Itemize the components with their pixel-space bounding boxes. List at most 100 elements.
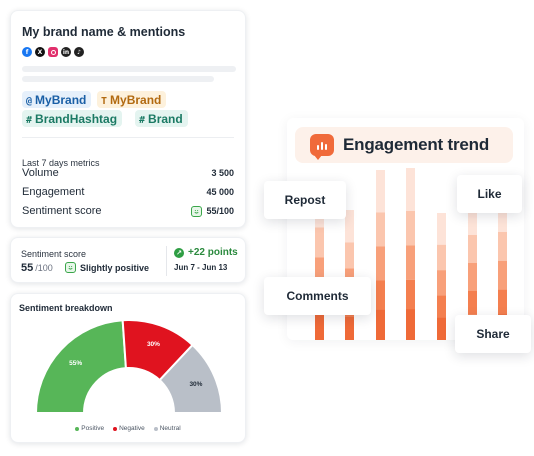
bar-segment: [406, 279, 415, 310]
sentiment-label: Slightly positive: [80, 262, 150, 273]
tag-repost: Repost: [264, 181, 346, 219]
bar-segment: [406, 309, 415, 340]
bar-segment: [498, 260, 507, 290]
engagement-bar: [437, 213, 446, 340]
smile-icon: [65, 262, 76, 273]
bar-cap: [437, 213, 446, 217]
metric-label: Volume: [22, 167, 59, 179]
keyword-chip[interactable]: # Brand: [135, 110, 188, 127]
bar-segment: [345, 242, 354, 269]
engagement-header: Engagement trend: [295, 127, 513, 163]
score-value: 55/100: [21, 262, 53, 274]
bar-segment: [468, 235, 477, 263]
divider: [22, 137, 234, 138]
placeholder-line: [22, 76, 214, 82]
x-icon[interactable]: X: [35, 47, 45, 57]
legend-swatch: [113, 426, 118, 431]
bar-segment: [406, 245, 415, 280]
bar-segment: [406, 168, 415, 211]
engagement-bar: [345, 210, 354, 340]
bar-segment: [437, 295, 446, 318]
brand-card-title: My brand name & mentions: [22, 25, 186, 39]
bar-segment: [315, 227, 324, 258]
score-number: 55: [21, 262, 34, 274]
legend-label: Negative: [119, 425, 145, 432]
gauge-label: 30%: [189, 381, 202, 388]
keyword-chip[interactable]: @ MyBrand: [22, 91, 92, 108]
engagement-bar: [406, 168, 415, 340]
placeholder-line: [22, 66, 236, 72]
legend-swatch: [75, 426, 80, 431]
bar-segment: [376, 170, 385, 213]
bar-segment: [345, 210, 354, 243]
bar-segment: [498, 232, 507, 261]
metric-label: Engagement: [22, 186, 85, 198]
brand-mentions-card: My brand name & mentions f X in ♪ @ MyBra…: [10, 10, 246, 228]
keyword-label: Brand: [148, 112, 183, 126]
facebook-icon[interactable]: f: [22, 47, 32, 57]
bar-segment: [437, 213, 446, 245]
sentiment-gauge-chart: 55% 30% 30%: [34, 319, 224, 414]
metric-value: 45 000: [206, 187, 234, 197]
bar-segment: [498, 196, 507, 232]
bar-segment: [376, 309, 385, 340]
divider: [166, 246, 167, 276]
bar-segment: [437, 270, 446, 296]
score-change: ↗ +22 points: [174, 247, 238, 258]
date-range: Jun 7 - Jun 13: [174, 263, 228, 272]
bar-segment: [468, 291, 477, 315]
bar-segment: [468, 263, 477, 291]
sentiment-breakdown-card: Sentiment breakdown 55% 30% 30% Positive N…: [10, 293, 246, 443]
bar-segment: [315, 257, 324, 288]
metric-value: 55/100: [206, 206, 234, 216]
score-max: /100: [35, 263, 53, 273]
tag-comments: Comments: [264, 277, 371, 315]
linkedin-icon[interactable]: in: [61, 47, 71, 57]
bar-segment: [498, 289, 507, 315]
tiktok-icon[interactable]: ♪: [74, 47, 84, 57]
bar-cap: [345, 210, 354, 214]
bar-segment: [437, 244, 446, 271]
metric-row-sentiment: Sentiment score 55/100: [22, 205, 234, 217]
tag-share: Share: [455, 315, 531, 353]
bar-segment: [345, 316, 354, 340]
hashtag-icon: #: [26, 115, 33, 126]
trend-up-icon: ↗: [174, 247, 184, 258]
gauge-segment-neutral: [158, 343, 224, 414]
legend-item: Negative: [113, 425, 145, 432]
breakdown-title: Sentiment breakdown: [19, 303, 113, 313]
bar-cap: [406, 168, 415, 172]
legend-item: Positive: [75, 425, 104, 432]
keyword-label: MyBrand: [110, 93, 162, 107]
instagram-icon[interactable]: [48, 47, 58, 57]
engagement-title: Engagement trend: [343, 135, 490, 154]
sentiment-status: Slightly positive: [65, 262, 149, 273]
metric-value: 3 500: [211, 168, 234, 178]
keyword-chip[interactable]: # BrandHashtag: [22, 110, 123, 127]
gauge-segment-positive: [34, 319, 127, 414]
chart-legend: Positive Negative Neutral: [11, 425, 245, 432]
bar-segment: [376, 280, 385, 310]
engagement-bar: [376, 170, 385, 340]
bar-cap: [376, 170, 385, 174]
social-icons: f X in ♪: [22, 47, 84, 57]
legend-label: Neutral: [159, 425, 181, 432]
bar-segment: [468, 200, 477, 235]
legend-label: Positive: [81, 425, 105, 432]
metric-row-volume: Volume 3 500: [22, 167, 234, 179]
mention-icon: @: [26, 96, 33, 107]
smile-icon: [191, 205, 203, 217]
bar-segment: [376, 246, 385, 281]
metric-value-wrap: 55/100: [191, 205, 234, 217]
text-icon: T: [101, 96, 108, 107]
bar-segment: [315, 313, 324, 340]
bar-segment: [406, 211, 415, 246]
hashtag-icon: #: [139, 115, 146, 126]
bar-segment: [376, 212, 385, 247]
gauge-label: 55%: [69, 360, 82, 367]
keyword-chip[interactable]: T MyBrand: [97, 91, 167, 108]
metric-label: Sentiment score: [22, 205, 102, 217]
legend-swatch: [153, 426, 158, 431]
score-label: Sentiment score: [21, 249, 87, 259]
